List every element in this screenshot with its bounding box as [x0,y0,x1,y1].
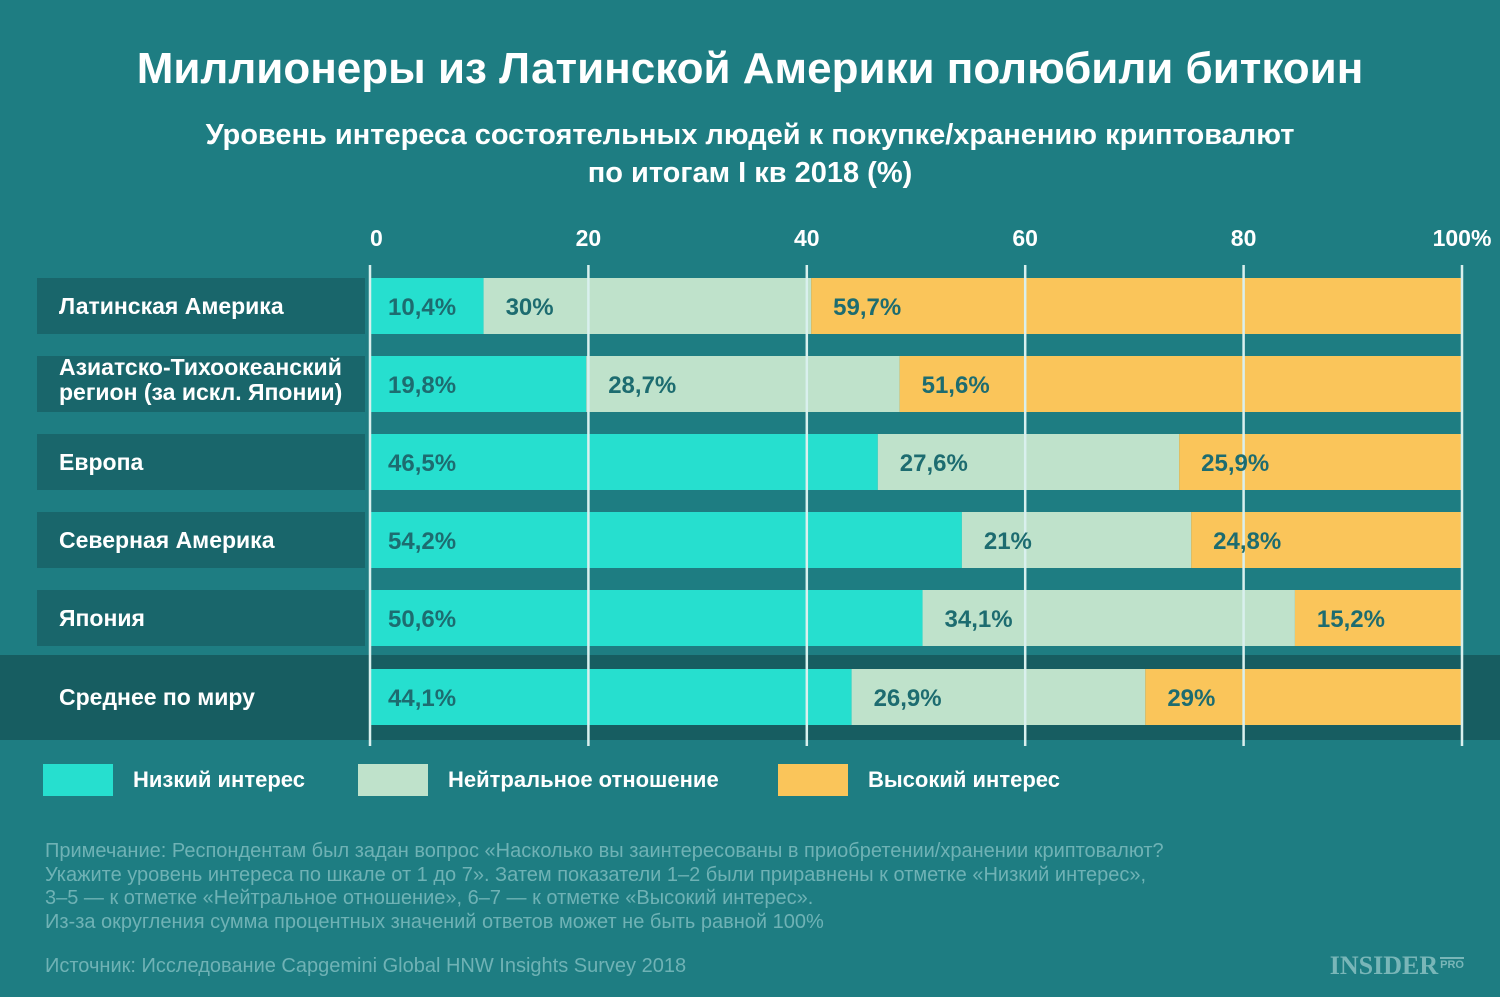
category-label: Латинская Америка [59,293,284,319]
chart-subtitle: Уровень интереса состоятельных людей к п… [0,116,1500,192]
footnote: Примечание: Респондентам был задан вопро… [45,840,1345,934]
legend-item-low: Низкий интерес [43,763,305,797]
bar-segment [370,278,484,334]
x-tick-label: 20 [576,225,602,251]
legend-item-high: Высокий интерес [778,763,1060,797]
bar-segment [1294,590,1462,646]
x-tick-label: 60 [1012,225,1038,251]
x-tick-label: 100% [1433,225,1492,251]
category-label-line: регион (за искл. Японии) [59,379,342,405]
data-label: 21% [984,528,1032,555]
bar-segment [922,590,1295,646]
data-label: 15,2% [1317,606,1385,633]
category-label-box [37,590,365,646]
bar-segment [811,278,1462,334]
data-label: 29% [1167,685,1215,712]
x-tick-label: 40 [794,225,820,251]
brand-name: INSIDER [1329,951,1439,980]
data-label: 24,8% [1213,528,1281,555]
data-label: 34,1% [945,606,1013,633]
source-text: Источник: Исследование Capgemini Global … [45,955,687,977]
footnote-line: Укажите уровень интереса по шкале от 1 д… [45,863,1147,886]
data-label: 51,6% [922,372,990,399]
data-label: 59,7% [833,294,901,321]
category-label: Северная Америка [59,527,275,553]
bar-segment [370,590,923,646]
bar-segment [851,669,1146,725]
footnote-line: 3–5 — к отметке «Нейтральное отношение»,… [45,887,814,909]
bar-segment [1191,512,1462,568]
bar-segment [877,434,1180,490]
bar-segment [483,278,812,334]
data-label: 27,6% [900,450,968,477]
bar-segment [370,512,962,568]
brand-logo: INSIDER PRO [1330,951,1464,981]
bar-segment [899,356,1462,412]
bar-segment [961,512,1192,568]
category-label-box [37,434,365,490]
data-label: 19,8% [388,372,456,399]
footnote-line: Примечание: Респондентам был задан вопро… [45,840,1164,862]
legend-label-low: Низкий интерес [133,767,305,792]
data-label: 25,9% [1201,450,1269,477]
subtitle-line-1: Уровень интереса состоятельных людей к п… [205,119,1295,151]
chart-title: Миллионеры из Латинской Америки полюбили… [136,44,1364,93]
data-label: 46,5% [388,450,456,477]
bar-segment [1145,669,1462,725]
category-label: Среднее по миру [59,684,255,710]
data-label: 50,6% [388,606,456,633]
bar-segment [1179,434,1462,490]
subtitle-line-2: по итогам I кв 2018 (%) [587,157,913,189]
legend-swatch-low [43,764,113,796]
data-label: 26,9% [874,685,942,712]
category-label: Япония [59,605,145,631]
category-label-box [37,512,365,568]
legend-label-high: Высокий интерес [868,767,1060,792]
legend-swatch-neutral [358,764,428,796]
bar-segment [586,356,900,412]
category-label: Азиатско-Тихоокеанский регион (за искл. Я… [59,354,342,405]
data-label: 54,2% [388,528,456,555]
chart-legend: Низкий интерес Нейтральное отношение Выс… [0,763,1500,799]
legend-item-neutral: Нейтральное отношение [358,763,719,797]
bar-segment [370,356,587,412]
x-tick-label: 80 [1231,225,1257,251]
data-label: 44,1% [388,685,456,712]
brand-sub: PRO [1440,957,1464,971]
stacked-bar-chart: Латинская Америка Азиатско-Тихоокеанский р… [0,225,1500,746]
category-label-line: Азиатско-Тихоокеанский [59,354,342,380]
data-label: 10,4% [388,294,456,321]
x-tick-label: 0 [370,225,383,251]
bar-segment [370,434,878,490]
bar-segment [370,669,852,725]
category-label-box [37,278,365,334]
legend-label-neutral: Нейтральное отношение [448,767,719,792]
footnote-line: Из-за округления сумма процентных значен… [45,910,824,933]
category-label: Европа [59,449,143,475]
data-label: 30% [506,294,554,321]
category-label-box [37,356,365,412]
legend-swatch-high [778,764,848,796]
data-label: 28,7% [608,372,676,399]
